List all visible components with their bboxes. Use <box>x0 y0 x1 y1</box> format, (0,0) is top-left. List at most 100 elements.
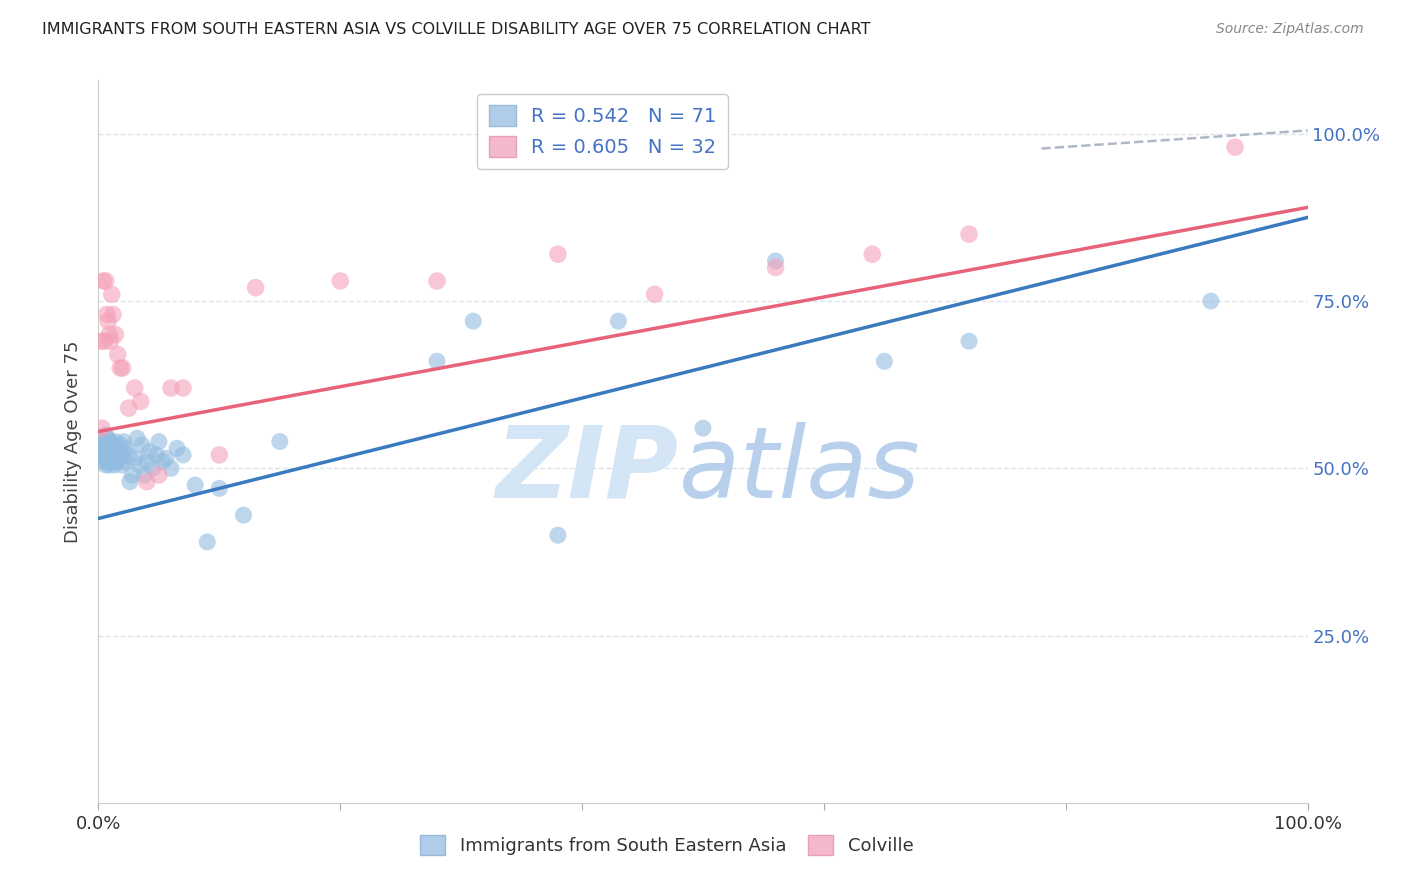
Point <box>93 451 115 466</box>
Point <box>101 438 124 452</box>
Point <box>100 442 122 455</box>
Point <box>131 438 153 452</box>
Point <box>607 314 630 328</box>
Point <box>100 455 122 469</box>
Point <box>195 534 218 549</box>
Point <box>108 451 131 466</box>
Point <box>98 458 121 472</box>
Point <box>90 442 112 455</box>
Point <box>114 455 136 469</box>
Point <box>152 455 174 469</box>
Point <box>104 451 127 466</box>
Point <box>148 434 170 449</box>
Point <box>245 281 267 295</box>
Point <box>208 482 231 496</box>
Point <box>765 260 787 275</box>
Point <box>463 314 485 328</box>
Point <box>100 287 122 301</box>
Point <box>547 247 569 261</box>
Point <box>269 434 291 449</box>
Point <box>107 448 129 462</box>
Point <box>118 475 141 489</box>
Point <box>97 444 120 458</box>
Point <box>104 434 127 449</box>
Point <box>172 448 194 462</box>
Text: atlas: atlas <box>679 422 921 519</box>
Point <box>127 431 149 445</box>
Point <box>118 401 141 416</box>
Point <box>105 455 128 469</box>
Point <box>93 334 115 349</box>
Point <box>172 381 194 395</box>
Point <box>91 434 114 449</box>
Point <box>96 307 118 322</box>
Point <box>329 274 352 288</box>
Point <box>426 274 449 288</box>
Point <box>112 434 135 449</box>
Point <box>96 431 118 445</box>
Point <box>91 421 114 435</box>
Point <box>765 254 787 268</box>
Point <box>957 334 980 349</box>
Point <box>100 334 122 349</box>
Point <box>96 448 118 462</box>
Point <box>957 227 980 242</box>
Point <box>96 442 118 455</box>
Point <box>105 442 128 455</box>
Point <box>97 455 120 469</box>
Point <box>124 381 146 395</box>
Point <box>118 448 141 462</box>
Point <box>98 438 121 452</box>
Point <box>98 448 121 462</box>
Point <box>208 448 231 462</box>
Point <box>115 442 138 455</box>
Point <box>94 458 117 472</box>
Point <box>100 451 122 466</box>
Point <box>107 348 129 362</box>
Y-axis label: Disability Age Over 75: Disability Age Over 75 <box>63 340 82 543</box>
Point <box>103 444 125 458</box>
Point <box>121 467 143 482</box>
Legend: Immigrants from South Eastern Asia, Colville: Immigrants from South Eastern Asia, Colv… <box>413 828 921 863</box>
Point <box>100 434 122 449</box>
Point <box>111 361 134 376</box>
Point <box>94 274 117 288</box>
Text: ZIP: ZIP <box>496 422 679 519</box>
Point <box>97 314 120 328</box>
Point <box>184 478 207 492</box>
Point <box>91 444 114 458</box>
Point <box>873 354 896 368</box>
Point <box>644 287 666 301</box>
Point <box>155 451 177 466</box>
Point <box>98 327 121 342</box>
Text: IMMIGRANTS FROM SOUTH EASTERN ASIA VS COLVILLE DISABILITY AGE OVER 75 CORRELATIO: IMMIGRANTS FROM SOUTH EASTERN ASIA VS CO… <box>42 22 870 37</box>
Point <box>1223 140 1246 154</box>
Point <box>166 442 188 455</box>
Point <box>111 444 134 458</box>
Point <box>90 334 112 349</box>
Point <box>160 461 183 475</box>
Point <box>145 448 167 462</box>
Point <box>135 455 157 469</box>
Point <box>101 448 124 462</box>
Point <box>128 458 150 472</box>
Point <box>160 381 183 395</box>
Point <box>426 354 449 368</box>
Point <box>129 394 152 409</box>
Point <box>104 327 127 342</box>
Point <box>91 455 114 469</box>
Point <box>91 274 114 288</box>
Point <box>692 421 714 435</box>
Point <box>134 467 156 482</box>
Point <box>101 307 124 322</box>
Point <box>91 448 114 462</box>
Point <box>148 467 170 482</box>
Point <box>93 438 115 452</box>
Point <box>860 247 883 261</box>
Point <box>108 361 131 376</box>
Point <box>1199 294 1222 309</box>
Point <box>124 451 146 466</box>
Point <box>138 444 160 458</box>
Point <box>97 434 120 449</box>
Point <box>110 458 132 472</box>
